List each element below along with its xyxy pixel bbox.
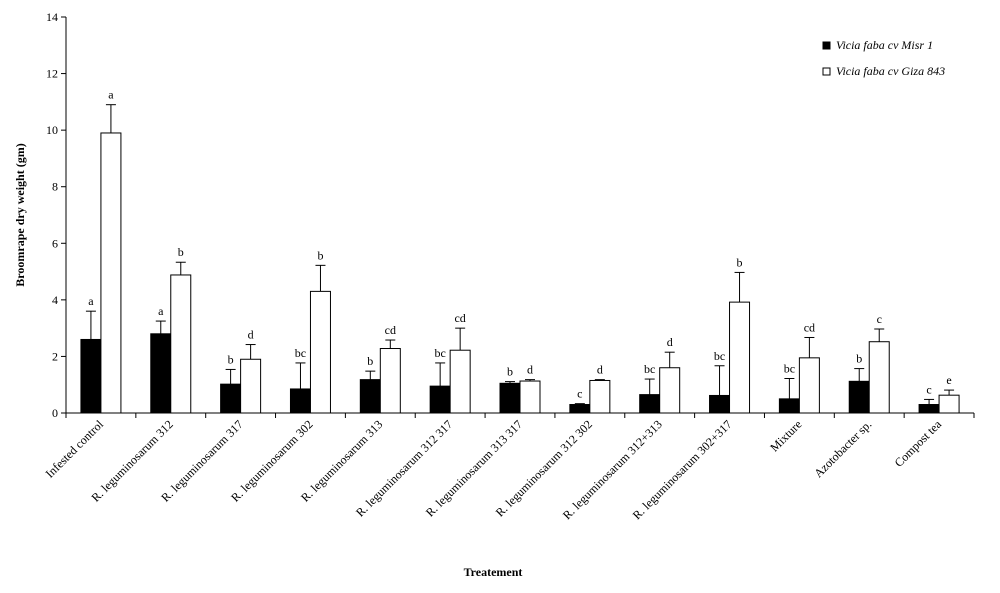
significance-letter: a <box>108 88 114 102</box>
significance-letter: b <box>178 245 184 259</box>
bar-series-1 <box>709 394 731 414</box>
bar-series-2 <box>659 367 681 414</box>
significance-letter: c <box>926 382 931 396</box>
significance-letter: bc <box>714 349 725 363</box>
legend-label-series-2: Vicia faba cv Giza 843 <box>836 64 945 78</box>
significance-letter: cd <box>454 311 465 325</box>
bar-series-2 <box>798 357 820 414</box>
bar-series-2 <box>240 358 262 414</box>
bar-series-2 <box>379 348 401 414</box>
significance-letter: cd <box>804 320 815 334</box>
y-tick-label: 2 <box>52 349 58 363</box>
y-tick-label: 14 <box>46 10 58 24</box>
x-tick-label: Azotobacter sp. <box>811 417 874 480</box>
bar-series-2 <box>938 394 960 414</box>
y-tick-label: 4 <box>52 293 58 307</box>
significance-letter: c <box>577 387 582 401</box>
bar-series-1 <box>150 333 172 414</box>
bar-series-1 <box>778 398 800 414</box>
bar-series-2 <box>589 379 611 414</box>
significance-letter: bc <box>295 346 306 360</box>
significance-letter: a <box>158 304 164 318</box>
bar-series-1 <box>289 388 311 414</box>
bar-series-1 <box>848 380 870 414</box>
y-tick-label: 0 <box>52 406 58 420</box>
significance-letter: cd <box>385 323 396 337</box>
x-tick-label: Compost tea <box>892 417 945 470</box>
significance-letter: b <box>367 354 373 368</box>
legend-label-series-1: Vicia faba cv Misr 1 <box>836 38 933 52</box>
bar-series-2 <box>309 290 331 414</box>
significance-letter: b <box>228 352 234 366</box>
significance-letter: d <box>527 363 533 377</box>
bar-series-1 <box>918 404 940 414</box>
bar-series-2 <box>729 301 751 414</box>
significance-letter: bc <box>644 362 655 376</box>
significance-letter: a <box>88 294 94 308</box>
x-axis-title: Treatement <box>464 565 523 579</box>
significance-letter: d <box>597 363 603 377</box>
bar-series-1 <box>80 338 102 414</box>
axes <box>65 17 974 414</box>
significance-letter: e <box>946 373 951 387</box>
significance-letter: bc <box>784 361 795 375</box>
bar-series-2 <box>868 341 890 414</box>
x-tick-label: Mixture <box>767 417 804 454</box>
bar-series-1 <box>499 382 521 414</box>
x-tick-label: Infested control <box>43 417 107 481</box>
bar-series-1 <box>359 379 381 414</box>
y-tick-label: 10 <box>46 123 58 137</box>
legend: Vicia faba cv Misr 1 Vicia faba cv Giza … <box>822 38 945 78</box>
bar-series-1 <box>639 394 661 414</box>
bar-series-1 <box>569 404 591 414</box>
y-tick-label: 8 <box>52 180 58 194</box>
significance-letter: b <box>507 365 513 379</box>
y-axis-title: Broomrape dry weight (gm) <box>13 143 27 286</box>
significance-letter: b <box>317 248 323 262</box>
significance-letter: d <box>667 335 673 349</box>
significance-letter: d <box>248 328 254 342</box>
bar-series-2 <box>449 349 471 414</box>
significance-letter: bc <box>434 346 445 360</box>
bar-series-2 <box>519 380 541 414</box>
bar-series-1 <box>429 385 451 414</box>
significance-letter: b <box>737 255 743 269</box>
y-tick-label: 12 <box>46 67 58 81</box>
y-tick-label: 6 <box>52 236 58 250</box>
bar-series-2 <box>100 132 122 414</box>
legend-swatch-series-1 <box>822 41 831 50</box>
bar-series-1 <box>220 383 242 414</box>
significance-letter: c <box>877 312 882 326</box>
y-ticks: 0 2 4 6 8 10 12 14 <box>46 10 66 420</box>
significance-letter: b <box>856 352 862 366</box>
bar-series-2 <box>170 274 192 414</box>
legend-swatch-series-2 <box>822 67 831 76</box>
